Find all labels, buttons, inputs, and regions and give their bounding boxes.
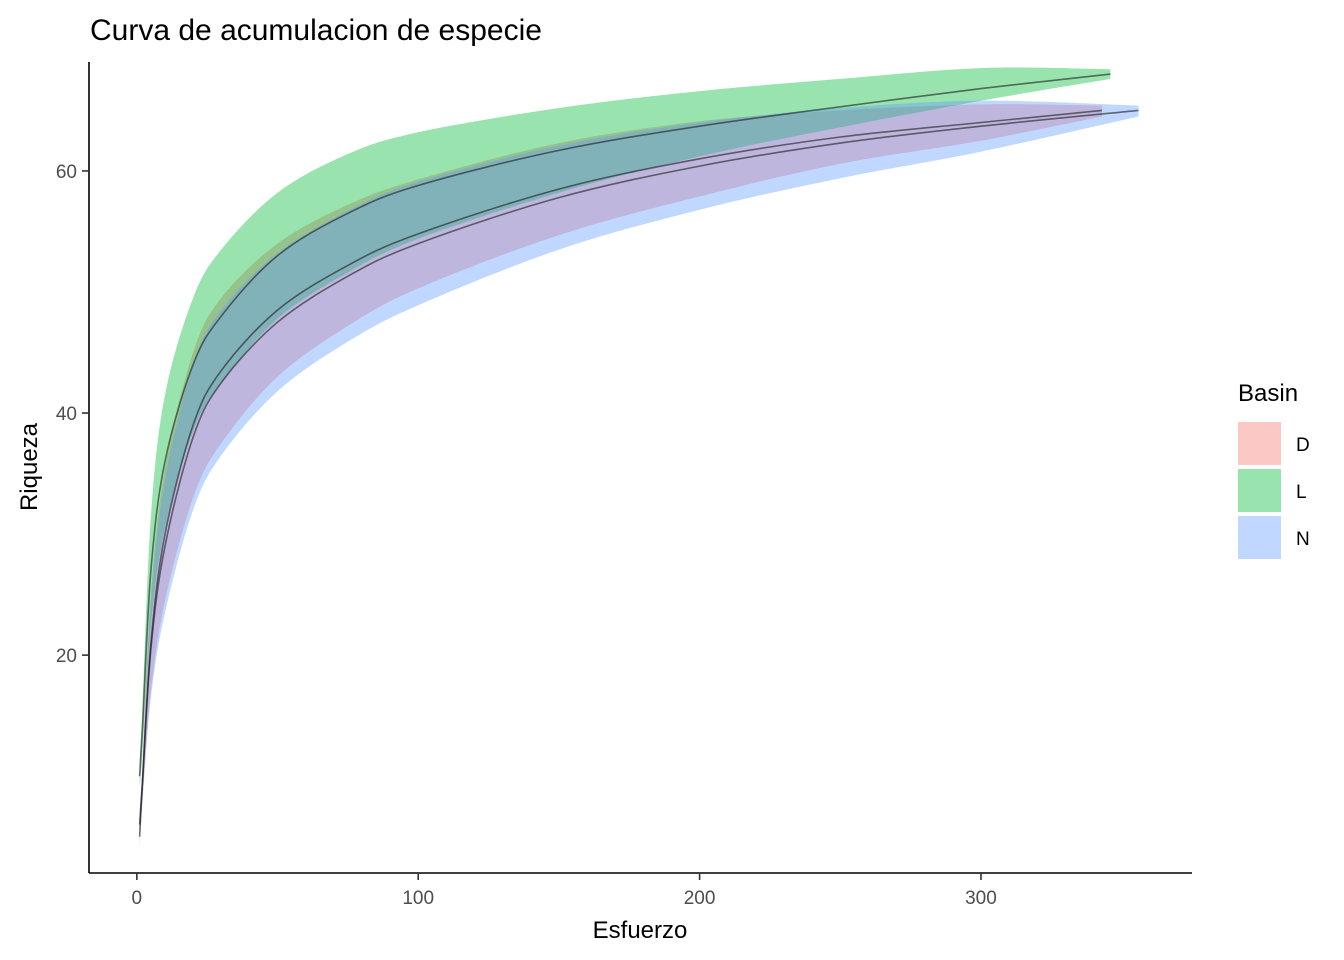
legend-label-L: L — [1296, 482, 1307, 503]
line-L — [138, 73, 1111, 777]
legend: Basin D L N — [1238, 380, 1310, 559]
legend-title: Basin — [1238, 380, 1298, 407]
line-N — [138, 109, 1139, 825]
y-axis-ticks: 20 40 60 — [56, 162, 89, 667]
band-D — [139, 104, 1103, 849]
legend-key-N — [1238, 516, 1281, 559]
chart-title: Curva de acumulacion de especie — [90, 14, 542, 47]
legend-key-D — [1238, 422, 1281, 465]
mean-lines — [138, 73, 1139, 837]
x-tick-label: 200 — [684, 888, 716, 909]
x-tick-label: 300 — [965, 888, 997, 909]
band-N — [139, 100, 1139, 837]
x-axis-title: Esfuerzo — [593, 917, 688, 944]
x-tick-label: 0 — [132, 888, 143, 909]
y-tick-label: 60 — [56, 162, 77, 183]
y-axis-title: Riqueza — [16, 422, 43, 511]
x-axis-ticks: 0 100 200 300 — [132, 873, 997, 909]
x-tick-label: 100 — [402, 888, 434, 909]
legend-label-N: N — [1296, 529, 1310, 550]
legend-label-D: D — [1296, 435, 1310, 456]
legend-key-L — [1238, 469, 1281, 512]
line-D — [138, 109, 1103, 837]
confidence-bands — [139, 67, 1139, 849]
y-tick-label: 20 — [56, 646, 77, 667]
legend-items: D L N — [1238, 422, 1310, 559]
y-tick-label: 40 — [56, 404, 77, 425]
